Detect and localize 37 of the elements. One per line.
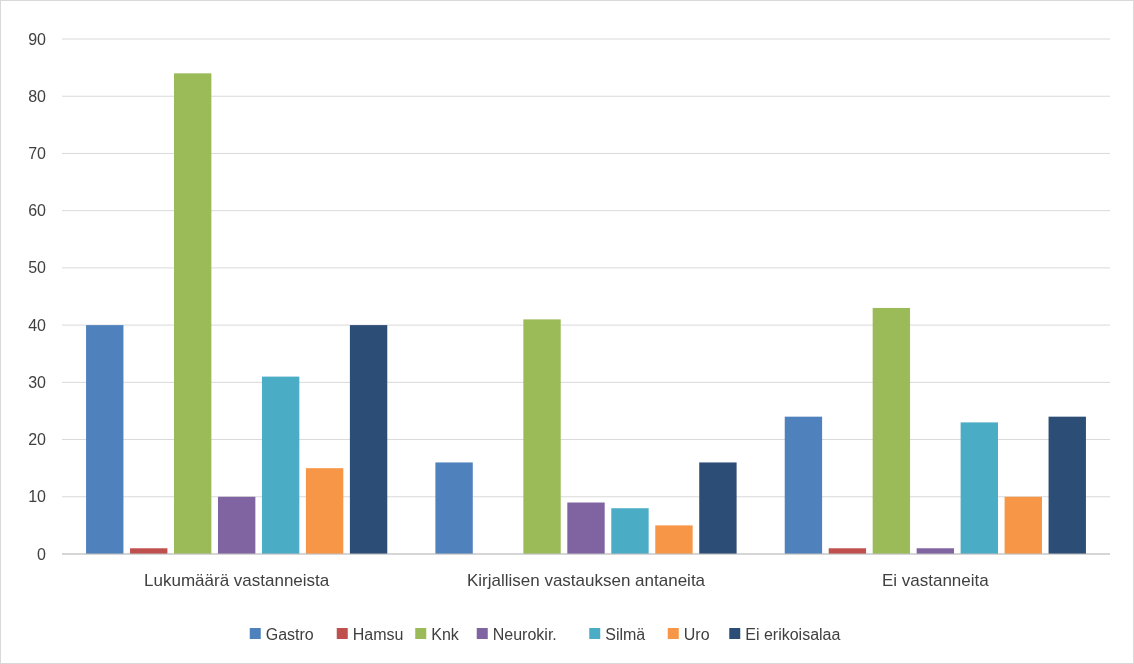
x-tick-label: Ei vastanneita [881,571,990,590]
bar [960,422,998,554]
bar [611,508,649,554]
y-tick-label: 90 [28,30,47,48]
bar [1004,496,1042,554]
y-tick-label: 30 [28,373,47,391]
y-tick-label: 50 [28,259,47,277]
bar [567,502,605,554]
legend-label: Gastro [265,625,314,643]
bar [435,462,473,554]
y-tick-label: 0 [37,545,47,563]
bar [872,307,911,554]
bar [174,73,212,554]
bar [305,468,344,554]
legend-label: Ei erikoisalaa [745,625,841,643]
bar [261,376,300,554]
legend-label: Knk [431,625,460,643]
bar [784,416,823,554]
legend-label: Silmä [605,625,646,643]
bar [523,319,561,554]
legend-label: Uro [683,625,710,643]
bar [349,325,388,554]
x-tick-label: Lukumäärä vastanneista [144,571,330,590]
y-tick-label: 70 [28,145,47,163]
bar [699,462,737,554]
bar [1048,416,1086,554]
y-tick-label: 10 [28,488,47,506]
y-tick-label: 40 [28,316,47,334]
bar [217,496,256,554]
legend-label: Neurokir. [492,625,557,643]
bar [86,325,124,554]
y-tick-label: 20 [28,431,47,449]
y-tick-label: 80 [28,87,47,105]
x-tick-label: Kirjallisen vastauksen antaneita [466,571,706,590]
y-tick-label: 60 [28,202,47,220]
bar [655,525,693,554]
legend-label: Hamsu [352,625,404,643]
